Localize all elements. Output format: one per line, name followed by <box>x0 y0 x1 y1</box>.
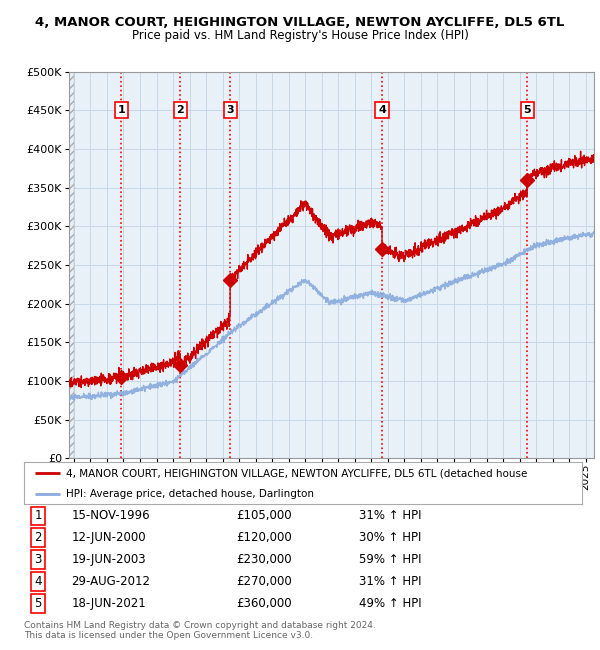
Text: 18-JUN-2021: 18-JUN-2021 <box>71 597 146 610</box>
Text: £270,000: £270,000 <box>236 575 292 588</box>
Text: 1: 1 <box>34 510 42 523</box>
Text: 4, MANOR COURT, HEIGHINGTON VILLAGE, NEWTON AYCLIFFE, DL5 6TL: 4, MANOR COURT, HEIGHINGTON VILLAGE, NEW… <box>35 16 565 29</box>
Text: 4, MANOR COURT, HEIGHINGTON VILLAGE, NEWTON AYCLIFFE, DL5 6TL (detached house: 4, MANOR COURT, HEIGHINGTON VILLAGE, NEW… <box>66 469 527 478</box>
Text: 12-JUN-2000: 12-JUN-2000 <box>71 531 146 544</box>
Text: 1: 1 <box>118 105 125 115</box>
Text: 59% ↑ HPI: 59% ↑ HPI <box>359 553 421 566</box>
Text: 5: 5 <box>523 105 531 115</box>
Text: 31% ↑ HPI: 31% ↑ HPI <box>359 510 421 523</box>
Text: £120,000: £120,000 <box>236 531 292 544</box>
Text: Contains HM Land Registry data © Crown copyright and database right 2024.: Contains HM Land Registry data © Crown c… <box>24 621 376 630</box>
Text: 49% ↑ HPI: 49% ↑ HPI <box>359 597 421 610</box>
Text: 3: 3 <box>34 553 41 566</box>
Text: 15-NOV-1996: 15-NOV-1996 <box>71 510 150 523</box>
Text: £360,000: £360,000 <box>236 597 292 610</box>
Text: 31% ↑ HPI: 31% ↑ HPI <box>359 575 421 588</box>
Text: HPI: Average price, detached house, Darlington: HPI: Average price, detached house, Darl… <box>66 489 314 499</box>
Text: 2: 2 <box>34 531 42 544</box>
Text: £230,000: £230,000 <box>236 553 292 566</box>
Text: 3: 3 <box>226 105 234 115</box>
Text: Price paid vs. HM Land Registry's House Price Index (HPI): Price paid vs. HM Land Registry's House … <box>131 29 469 42</box>
Text: 29-AUG-2012: 29-AUG-2012 <box>71 575 151 588</box>
Text: 2: 2 <box>176 105 184 115</box>
Text: 4: 4 <box>34 575 42 588</box>
Text: £105,000: £105,000 <box>236 510 292 523</box>
Text: 30% ↑ HPI: 30% ↑ HPI <box>359 531 421 544</box>
Text: 4: 4 <box>378 105 386 115</box>
Text: 5: 5 <box>34 597 41 610</box>
Text: 19-JUN-2003: 19-JUN-2003 <box>71 553 146 566</box>
Text: This data is licensed under the Open Government Licence v3.0.: This data is licensed under the Open Gov… <box>24 631 313 640</box>
